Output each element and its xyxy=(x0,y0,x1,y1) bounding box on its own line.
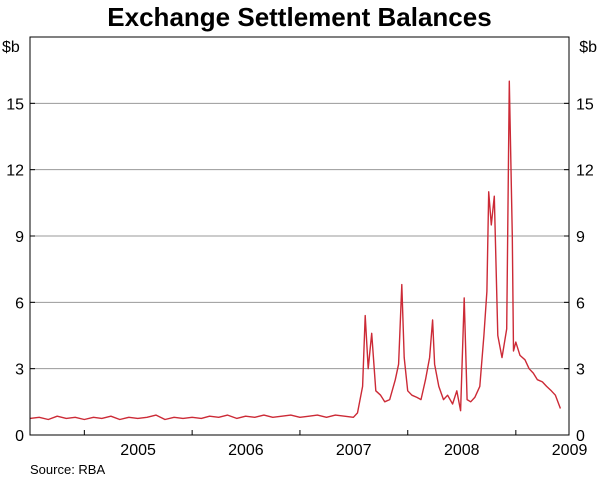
y-tick-label-right: 3 xyxy=(576,362,585,379)
x-tick-label-2009: 2009 xyxy=(552,442,588,459)
y-tick-label-right: 6 xyxy=(576,295,585,312)
chart-title: Exchange Settlement Balances xyxy=(107,2,492,32)
y-unit-right: $b xyxy=(579,39,597,56)
x-tick-label-2008: 2008 xyxy=(444,442,480,459)
x-tick-label-2005: 2005 xyxy=(120,442,156,459)
grid-lines xyxy=(30,102,569,370)
y-tick-label-right: 9 xyxy=(576,229,585,246)
y-tick-label-left: 12 xyxy=(6,163,24,180)
y-tick-label-left: 3 xyxy=(15,362,24,379)
y-tick-label-left: 15 xyxy=(6,96,24,113)
source-note: Source: RBA xyxy=(30,462,106,477)
plot-frame xyxy=(29,36,570,436)
series-line-0 xyxy=(29,80,562,421)
y-unit-left: $b xyxy=(2,39,20,56)
y-tick-label-right: 0 xyxy=(576,428,585,445)
x-tick-label-2006: 2006 xyxy=(228,442,264,459)
y-tick-label-right: 12 xyxy=(576,163,594,180)
y-tick-label-left: 9 xyxy=(15,229,24,246)
y-tick-label-right: 15 xyxy=(576,96,594,113)
x-tick-label-2007: 2007 xyxy=(336,442,372,459)
y-tick-label-left: 0 xyxy=(15,428,24,445)
tick-labels: 0 0 3 3 6 6 9 9 12 12 15 15 2005 2006 2007 2008 2009 xyxy=(6,96,594,459)
y-tick-label-left: 6 xyxy=(15,295,24,312)
series-lines xyxy=(29,80,562,421)
axis-ticks xyxy=(30,102,569,436)
